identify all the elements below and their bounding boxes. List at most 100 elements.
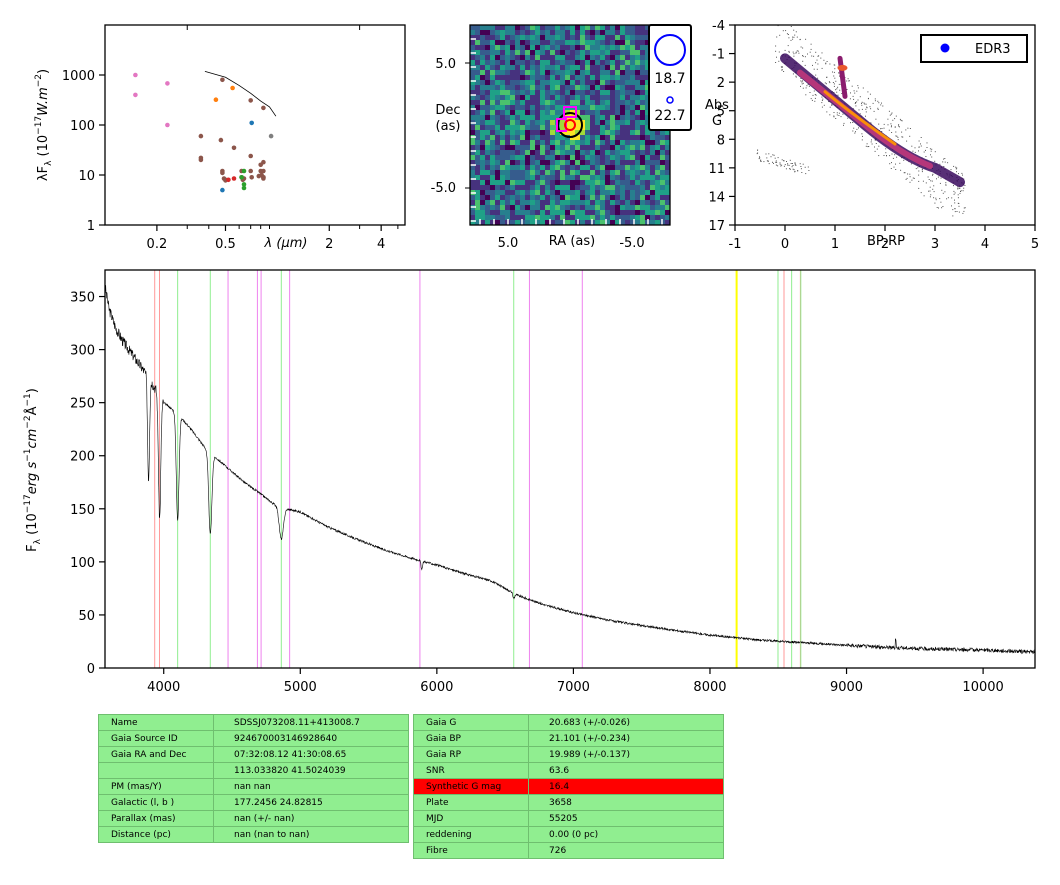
cutout-pixel: [640, 140, 646, 146]
cutout-pixel: [475, 105, 481, 111]
hr-star: [931, 148, 933, 150]
sed-y-axis-label: λFλ (10−17W.m−2): [34, 69, 54, 181]
cutout-pixel: [575, 200, 581, 206]
cutout-pixel: [530, 185, 536, 191]
cutout-pixel: [635, 110, 641, 116]
hr-star: [875, 143, 877, 144]
target-info-table: Name SDSSJ073208.11+413008.7 Gaia Source I…: [98, 714, 409, 843]
hr-star: [813, 68, 815, 70]
cutout-pixel: [500, 145, 506, 151]
cutout-pixel: [620, 40, 626, 46]
cutout-pixel: [495, 200, 501, 206]
hr-star: [896, 135, 898, 137]
hr-star: [793, 55, 795, 57]
cutout-pixel: [605, 65, 611, 71]
hr-star: [928, 190, 930, 192]
cutout-pixel: [530, 210, 536, 216]
cutout-pixel: [655, 150, 661, 156]
hr-star: [958, 211, 960, 213]
sed-point: [133, 92, 138, 98]
cutout-pixel: [585, 190, 591, 196]
cutout-pixel: [600, 195, 606, 201]
cutout-pixel: [505, 150, 511, 156]
cutout-pixel: [545, 80, 551, 86]
cutout-pixel: [515, 140, 521, 146]
hr-star: [944, 191, 946, 193]
spectrum-x-tick-label: 4000: [147, 680, 180, 695]
cutout-pixel: [640, 75, 646, 81]
cutout-pixel: [535, 55, 541, 61]
cutout-pixel: [490, 215, 496, 221]
hr-star: [955, 166, 957, 168]
cutout-pixel: [520, 45, 526, 51]
cutout-pixel: [625, 205, 631, 211]
hr-star: [801, 83, 803, 85]
cutout-pixel: [650, 180, 656, 186]
cutout-pixel: [525, 150, 531, 156]
cutout-pixel: [520, 210, 526, 216]
cutout-pixel: [640, 210, 646, 216]
cutout-pixel: [575, 65, 581, 71]
cutout-pixel: [585, 105, 591, 111]
cutout-pixel: [605, 90, 611, 96]
cutout-pixel: [505, 140, 511, 146]
cutout-pixel: [630, 50, 636, 56]
cutout-pixel: [630, 210, 636, 216]
cutout-pixel: [505, 75, 511, 81]
cutout-pixel: [540, 70, 546, 76]
cutout-pixel: [605, 75, 611, 81]
cutout-pixel: [560, 50, 566, 56]
hr-star: [905, 129, 907, 131]
table-cell-value: 924670003146928640: [213, 730, 409, 747]
cutout-pixel: [640, 130, 646, 136]
cutout-pixel: [540, 45, 546, 51]
cutout-pixel: [530, 60, 536, 66]
cutout-pixel: [630, 160, 636, 166]
table-cell-value: 113.033820 41.5024039: [213, 762, 409, 779]
cutout-legend-small-circle: [666, 96, 674, 104]
cutout-legend-value: 18.7: [654, 71, 685, 87]
cutout-pixel: [580, 160, 586, 166]
cutout-pixel: [640, 165, 646, 171]
cutout-pixel: [555, 165, 561, 171]
cutout-pixel: [620, 90, 626, 96]
cutout-pixel: [570, 45, 576, 51]
cutout-pixel: [585, 100, 591, 106]
hr-x-tick-label: 5: [1031, 237, 1039, 252]
hr-star: [854, 92, 856, 94]
cutout-pixel: [535, 25, 541, 31]
cutout-pixel: [640, 50, 646, 56]
cutout-pixel: [590, 165, 596, 171]
cutout-pixel: [560, 35, 566, 41]
cutout-pixel: [610, 70, 616, 76]
cutout-pixel: [625, 40, 631, 46]
cutout-pixel: [535, 165, 541, 171]
hr-star: [885, 148, 887, 150]
cutout-pixel: [595, 50, 601, 56]
cutout-pixel: [650, 220, 656, 226]
cutout-pixel: [610, 140, 616, 146]
table-row: Gaia Source ID 924670003146928640: [98, 730, 409, 747]
cutout-pixel: [630, 175, 636, 181]
cutout-pixel: [630, 145, 636, 151]
hr-star: [935, 199, 937, 201]
cutout-pixel: [590, 200, 596, 206]
cutout-pixel: [630, 150, 636, 156]
hr-star: [783, 71, 785, 72]
cutout-pixel: [585, 185, 591, 191]
cutout-pixel: [575, 80, 581, 86]
cutout-pixel: [570, 25, 576, 31]
cutout-pixel: [615, 185, 621, 191]
cutout-pixel: [510, 55, 516, 61]
cutout-pixel: [520, 75, 526, 81]
cutout-pixel: [580, 110, 586, 116]
cutout-pixel: [595, 90, 601, 96]
cutout-pixel: [510, 65, 516, 71]
cutout-pixel: [665, 155, 671, 161]
hr-star: [826, 61, 828, 62]
hr-star: [785, 30, 787, 32]
cutout-pixel: [550, 25, 556, 31]
hr-star: [833, 115, 835, 117]
cutout-pixel: [505, 30, 511, 36]
cutout-pixel: [510, 40, 516, 46]
